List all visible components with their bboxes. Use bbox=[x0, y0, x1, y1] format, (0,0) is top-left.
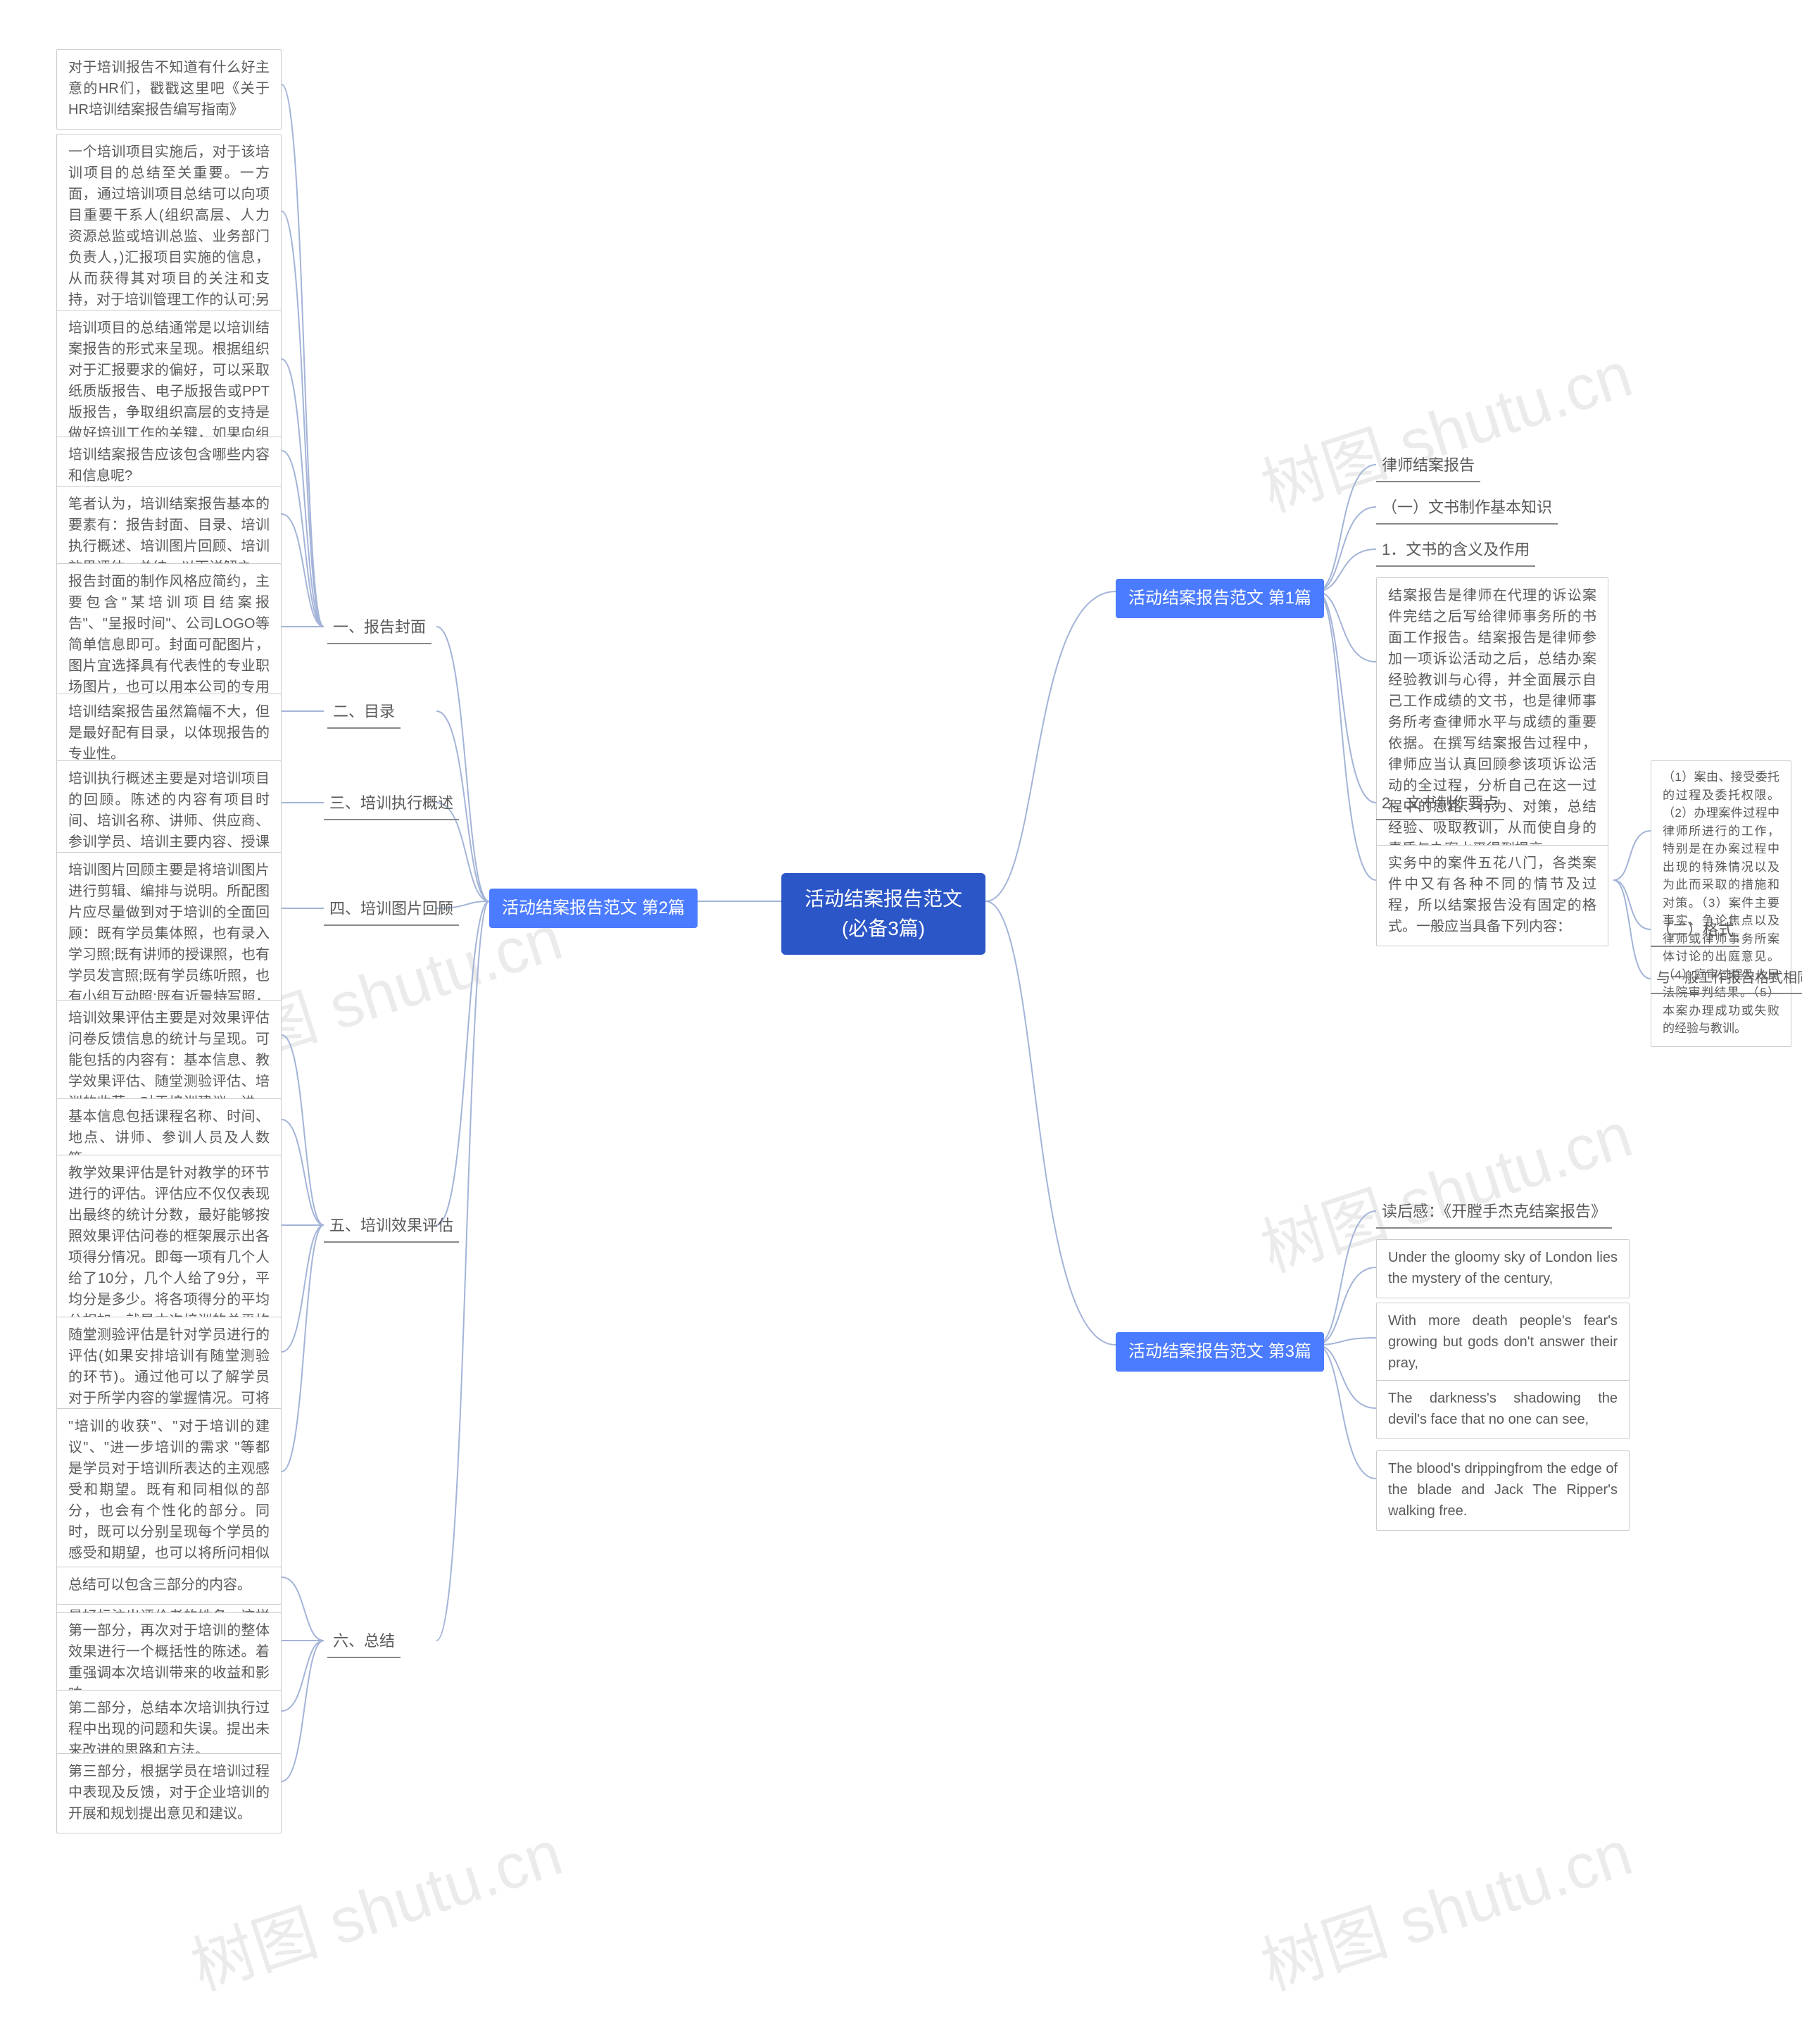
b2-section-6[interactable]: 六、总结 bbox=[327, 1626, 401, 1658]
b3-item[interactable]: 读后感：《开膛手杰克结案报告》 bbox=[1376, 1197, 1612, 1229]
branch-2[interactable]: 活动结案报告范文 第2篇 bbox=[489, 889, 698, 928]
b1-item[interactable]: 实务中的案件五花八门，各类案件中又有各种不同的情节及过程，所以结案报告没有固定的… bbox=[1376, 845, 1608, 946]
b2-section-2[interactable]: 二、目录 bbox=[327, 697, 401, 729]
b2-leaf-text: 总结可以包含三部分的内容。 bbox=[61, 1570, 277, 1603]
b2-leaf[interactable]: 第三部分，根据学员在培训过程中表现及反馈，对于企业培训的开展和规划提出意见和建议… bbox=[56, 1753, 282, 1833]
b2-leaf[interactable]: 总结可以包含三部分的内容。 bbox=[56, 1567, 282, 1605]
b3-item-text: With more death people's fear's growing … bbox=[1381, 1306, 1625, 1381]
b1-item-text: 结案报告是律师在代理的诉讼案件完结之后写给律师事务所的书面工作报告。结案报告是律… bbox=[1381, 581, 1603, 867]
b1-item[interactable]: 律师结案报告 bbox=[1376, 451, 1480, 482]
b2-section-3[interactable]: 三、培训执行概述 bbox=[324, 789, 459, 820]
b3-item[interactable]: The darkness's shadowing the devil's fac… bbox=[1376, 1380, 1630, 1439]
watermark: 树图 shutu.cn bbox=[1248, 1802, 1642, 2007]
b1-item[interactable]: （一）文书制作基本知识 bbox=[1376, 493, 1558, 525]
b3-item[interactable]: The blood's drippingfrom the edge of the… bbox=[1376, 1450, 1630, 1531]
b1-subitem[interactable]: （1）案由、接受委托的过程及委托权限。（2）办理案件过程中律师所进行的工作，特别… bbox=[1651, 760, 1791, 1047]
root-node[interactable]: 活动结案报告范文(必备3篇) bbox=[781, 873, 985, 955]
b1-item[interactable]: 结案报告是律师在代理的诉讼案件完结之后写给律师事务所的书面工作报告。结案报告是律… bbox=[1376, 577, 1608, 869]
branch-2-title: 活动结案报告范文 第2篇 bbox=[502, 898, 685, 917]
b1-item-text: 实务中的案件五花八门，各类案件中又有各种不同的情节及过程，所以结案报告没有固定的… bbox=[1381, 848, 1603, 944]
b3-item-text: The darkness's shadowing the devil's fac… bbox=[1381, 1384, 1625, 1437]
b2-leaf-text: 第三部分，根据学员在培训过程中表现及反馈，对于企业培训的开展和规划提出意见和建议… bbox=[61, 1757, 277, 1831]
b1-subitem[interactable]: 与一般工作报告格式相同。 bbox=[1651, 965, 1802, 994]
b2-leaf[interactable]: 对于培训报告不知道有什么好主意的HR们，戳戳这里吧《关于HR培训结案报告编写指南… bbox=[56, 49, 282, 130]
branch-1-title: 活动结案报告范文 第1篇 bbox=[1128, 589, 1311, 608]
b1-subitem[interactable]: （二）格式 bbox=[1651, 915, 1739, 947]
b1-item[interactable]: 2．文书制作要点 bbox=[1376, 789, 1504, 820]
branch-3[interactable]: 活动结案报告范文 第3篇 bbox=[1116, 1332, 1324, 1372]
root-title: 活动结案报告范文(必备3篇) bbox=[805, 888, 962, 939]
b2-section-1[interactable]: 一、报告封面 bbox=[327, 613, 431, 644]
b2-leaf-text: 对于培训报告不知道有什么好主意的HR们，戳戳这里吧《关于HR培训结案报告编写指南… bbox=[61, 53, 277, 127]
b3-item-text: Under the gloomy sky of London lies the … bbox=[1381, 1243, 1625, 1296]
b1-subitem-text: （1）案由、接受委托的过程及委托权限。（2）办理案件过程中律师所进行的工作，特别… bbox=[1656, 764, 1787, 1045]
b2-section-5[interactable]: 五、培训效果评估 bbox=[324, 1211, 459, 1243]
b3-item-text: The blood's drippingfrom the edge of the… bbox=[1381, 1454, 1625, 1529]
b3-item[interactable]: Under the gloomy sky of London lies the … bbox=[1376, 1239, 1630, 1298]
b1-item[interactable]: 1．文书的含义及作用 bbox=[1376, 535, 1535, 567]
b2-section-4[interactable]: 四、培训图片回顾 bbox=[324, 894, 459, 926]
branch-3-title: 活动结案报告范文 第3篇 bbox=[1128, 1342, 1311, 1361]
b3-item[interactable]: With more death people's fear's growing … bbox=[1376, 1303, 1630, 1383]
branch-1[interactable]: 活动结案报告范文 第1篇 bbox=[1116, 579, 1324, 618]
mindmap-canvas: 树图 shutu.cn 树图 shutu.cn 树图 shutu.cn 树图 s… bbox=[0, 0, 1802, 2044]
